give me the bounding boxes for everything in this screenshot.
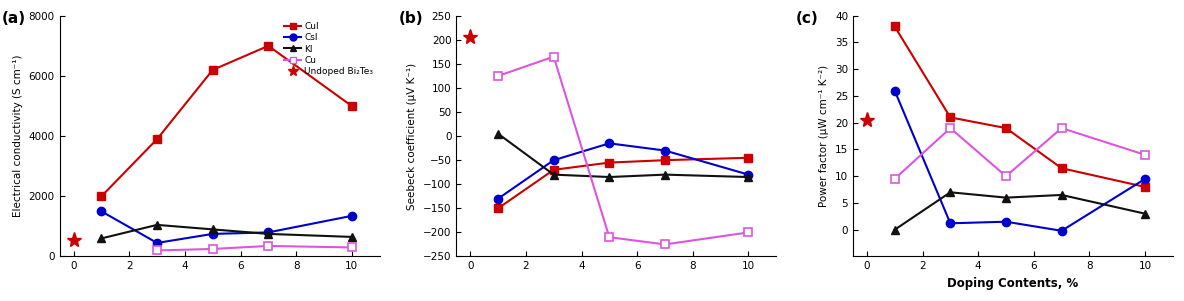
Text: (b): (b) (399, 11, 424, 26)
Text: (c): (c) (796, 11, 818, 26)
X-axis label: Doping Contents, %: Doping Contents, % (947, 277, 1079, 290)
Legend: CuI, CsI, KI, Cu, Undoped Bi₂Te₃: CuI, CsI, KI, Cu, Undoped Bi₂Te₃ (283, 20, 375, 78)
Y-axis label: Power factor (μW cm⁻¹ K⁻²): Power factor (μW cm⁻¹ K⁻²) (819, 65, 829, 207)
Y-axis label: Seebeck coefficient (μV K⁻¹): Seebeck coefficient (μV K⁻¹) (407, 63, 418, 210)
Y-axis label: Electrical conductivity (S cm⁻¹): Electrical conductivity (S cm⁻¹) (13, 55, 24, 217)
Text: (a): (a) (2, 11, 26, 26)
